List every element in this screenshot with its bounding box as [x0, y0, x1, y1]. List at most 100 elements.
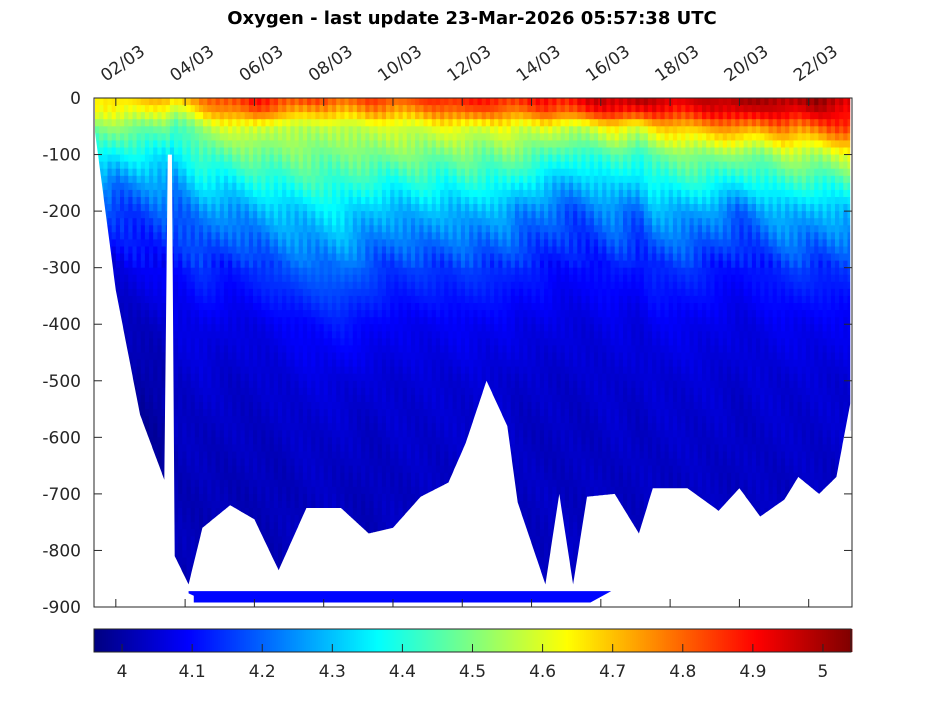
heatmap-cell [456, 140, 462, 149]
heatmap-cell [377, 437, 383, 445]
heatmap-cell [290, 352, 296, 361]
heatmap-cell [315, 465, 321, 474]
heatmap-cell [406, 204, 412, 212]
heatmap-cell [311, 402, 316, 410]
heatmap-cell [444, 105, 449, 113]
heatmap-cell [327, 331, 333, 339]
heatmap-cell [103, 147, 109, 156]
heatmap-cell [157, 119, 163, 127]
heatmap-cell [190, 112, 196, 120]
heatmap-cell [394, 345, 400, 354]
heatmap-cell [253, 281, 258, 290]
heatmap-cell [215, 182, 221, 191]
heatmap-cell [265, 112, 271, 120]
heatmap-cell [149, 345, 154, 354]
heatmap-cell [128, 274, 134, 283]
heatmap-cell [460, 105, 466, 113]
heatmap-cell [348, 105, 354, 113]
heatmap-cell [452, 451, 458, 460]
heatmap-cell [332, 175, 337, 184]
heatmap-cell [182, 402, 188, 410]
heatmap-cell [111, 253, 117, 262]
heatmap-cell [290, 126, 296, 134]
heatmap-cell [182, 204, 188, 212]
heatmap-cell [298, 105, 304, 113]
heatmap-cell [323, 303, 329, 311]
heatmap-cell [327, 324, 333, 332]
heatmap-cell [161, 274, 167, 283]
heatmap-cell [136, 225, 142, 233]
heatmap-cell [215, 288, 221, 297]
heatmap-cell [390, 387, 395, 396]
heatmap-cell [431, 182, 437, 191]
heatmap-cell [124, 154, 129, 163]
heatmap-cell [149, 416, 154, 424]
heatmap-cell [402, 416, 408, 424]
heatmap-cell [327, 154, 333, 163]
heatmap-cell [286, 267, 292, 276]
heatmap-cell [240, 310, 246, 318]
heatmap-cell [228, 444, 233, 453]
heatmap-cell [244, 338, 250, 347]
heatmap-cell [352, 274, 358, 283]
heatmap-cell [448, 175, 454, 184]
heatmap-cell [253, 394, 258, 403]
heatmap-cell [282, 515, 287, 523]
heatmap-cell [186, 359, 192, 368]
heatmap-cell [253, 154, 258, 163]
heatmap-cell [269, 451, 275, 460]
heatmap-cell [332, 493, 337, 502]
heatmap-cell [182, 260, 188, 269]
heatmap-cell [348, 493, 354, 502]
heatmap-cell [269, 529, 275, 537]
heatmap-cell [319, 232, 325, 240]
heatmap-cell [377, 430, 383, 438]
heatmap-cell [165, 105, 171, 113]
heatmap-cell [390, 204, 395, 212]
heatmap-cell [456, 288, 462, 297]
heatmap-cell [340, 175, 346, 184]
heatmap-cell [140, 288, 146, 297]
heatmap-cell [352, 423, 358, 431]
heatmap-cell [431, 260, 437, 269]
heatmap-cell [257, 303, 262, 311]
heatmap-cell [144, 416, 150, 424]
heatmap-cell [323, 472, 329, 481]
heatmap-cell [211, 352, 217, 361]
heatmap-cell [373, 338, 379, 347]
heatmap-cell [269, 211, 275, 219]
heatmap-cell [348, 140, 354, 149]
heatmap-cell [315, 112, 321, 120]
heatmap-cell [236, 246, 242, 255]
heatmap-cell [161, 345, 167, 354]
heatmap-cell [398, 366, 404, 375]
heatmap-cell [161, 260, 167, 269]
heatmap-cell [327, 479, 333, 488]
heatmap-cell [302, 338, 308, 347]
heatmap-cell [344, 458, 350, 467]
heatmap-cell [402, 189, 408, 198]
heatmap-cell [265, 543, 271, 552]
heatmap-cell [203, 288, 208, 297]
heatmap-cell [144, 182, 150, 191]
heatmap-cell [311, 168, 316, 177]
heatmap-cell [199, 380, 204, 389]
heatmap-cell [261, 119, 267, 127]
heatmap-cell [452, 182, 458, 191]
heatmap-cell [240, 175, 246, 184]
heatmap-cell [236, 204, 242, 212]
heatmap-cell [240, 253, 246, 262]
heatmap-cell [298, 133, 304, 141]
heatmap-cell [211, 472, 217, 481]
heatmap-cell [356, 281, 362, 290]
heatmap-cell [348, 168, 354, 177]
heatmap-cell [211, 394, 217, 403]
heatmap-cell [398, 182, 404, 191]
heatmap-cell [178, 387, 183, 396]
heatmap-cell [257, 345, 262, 354]
heatmap-cell [377, 211, 383, 219]
heatmap-cell [248, 324, 254, 332]
heatmap-cell [153, 423, 158, 431]
heatmap-cell [144, 402, 150, 410]
heatmap-cell [286, 345, 292, 354]
